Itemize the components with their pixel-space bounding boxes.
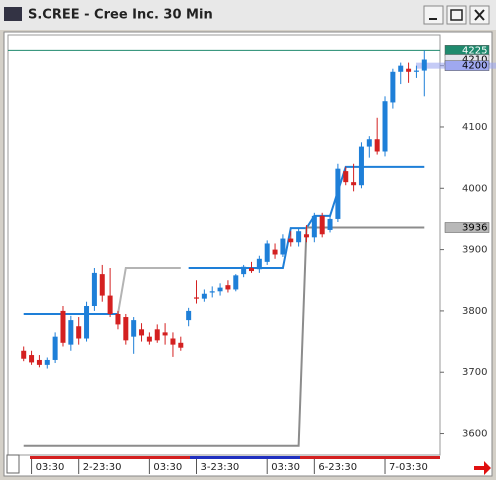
candle-body [115,313,121,325]
candle-body [194,297,200,299]
candle-body [52,336,58,360]
candle-body [343,171,349,183]
candle-body [99,274,105,296]
window-title: S.CREE - Cree Inc. 30 Min [28,8,213,23]
y-tick-label: 3700 [462,367,487,378]
candle-body [374,139,380,152]
app-icon [4,7,22,21]
session-strip [30,456,190,459]
window-controls[interactable] [423,5,490,25]
candle-body [123,317,129,341]
candle-body [398,65,404,72]
candle-body [406,68,412,72]
x-tick-label: 03:30 [36,462,65,473]
price-marker-label: 4210 [462,55,487,66]
x-tick-label: 03:30 [153,462,182,473]
close-icon [474,9,485,21]
candle-body [131,320,137,337]
candle-body [280,238,286,255]
candle-body [170,338,176,345]
candle-body [146,336,152,342]
candle-body [186,310,192,321]
candle-body [21,350,27,359]
candle-body [421,59,427,71]
candle-body [201,293,207,299]
candle-body [248,267,254,272]
price-marker-box [444,60,490,71]
candle-body [107,295,113,314]
candle-body [178,342,184,348]
plot-area [7,34,441,456]
x-tick-label: 03:30 [271,462,300,473]
y-tick-label: 3800 [462,306,487,317]
candle-body [390,71,396,103]
candle-body [413,70,419,72]
candle-body [296,231,302,243]
candle-body [233,275,239,290]
x-tick-label: 3-23:30 [201,462,240,473]
y-tick-label: 4000 [462,183,487,194]
price-marker-label: 3936 [462,223,487,234]
candle-body [154,329,160,341]
candle-body [36,359,42,365]
candle-body [29,355,35,363]
candle-body [68,320,74,345]
indicator-line [23,226,425,447]
minimize-button[interactable] [423,5,444,25]
candle-body [351,182,357,186]
candle-body [162,332,168,336]
x-tick-label: 6-23:30 [318,462,357,473]
candle-body [335,168,341,219]
candle-body [327,218,333,230]
scroll-box[interactable] [6,454,20,474]
candle-body [288,238,294,243]
candle-body [256,258,262,270]
scroll-arrow[interactable] [474,461,491,475]
price-marker-label: 4225 [462,45,487,56]
candle-body [84,306,90,339]
candle-body [272,249,278,255]
candle-body [139,329,145,336]
candle-body [358,146,364,186]
price-marker-label: 4200 [462,61,487,72]
candle-body [44,359,50,365]
candle-body [382,101,388,152]
x-tick-label: 2-23:30 [83,462,122,473]
candle-body [241,266,247,275]
candle-body [217,287,223,292]
candle-body [303,234,309,238]
candle-body [209,291,215,293]
candle-body [319,215,325,235]
y-tick-label: 4100 [462,122,487,133]
candle-body [91,272,97,307]
title-bar [0,0,496,30]
session-strip [190,456,300,459]
x-tick-label: 7-03:30 [389,462,428,473]
candle-body [311,215,317,238]
y-tick-label: 3900 [462,245,487,256]
maximize-button[interactable] [446,5,467,25]
y-tick-label: 3600 [462,429,487,440]
candle-body [225,285,231,290]
session-strip [300,456,440,459]
indicator-line [116,266,181,315]
candle-body [366,139,372,147]
candle-body [60,310,66,343]
price-marker-box [444,222,490,233]
candle-body [264,243,270,262]
maximize-icon [450,9,463,21]
candle-body [76,326,82,339]
